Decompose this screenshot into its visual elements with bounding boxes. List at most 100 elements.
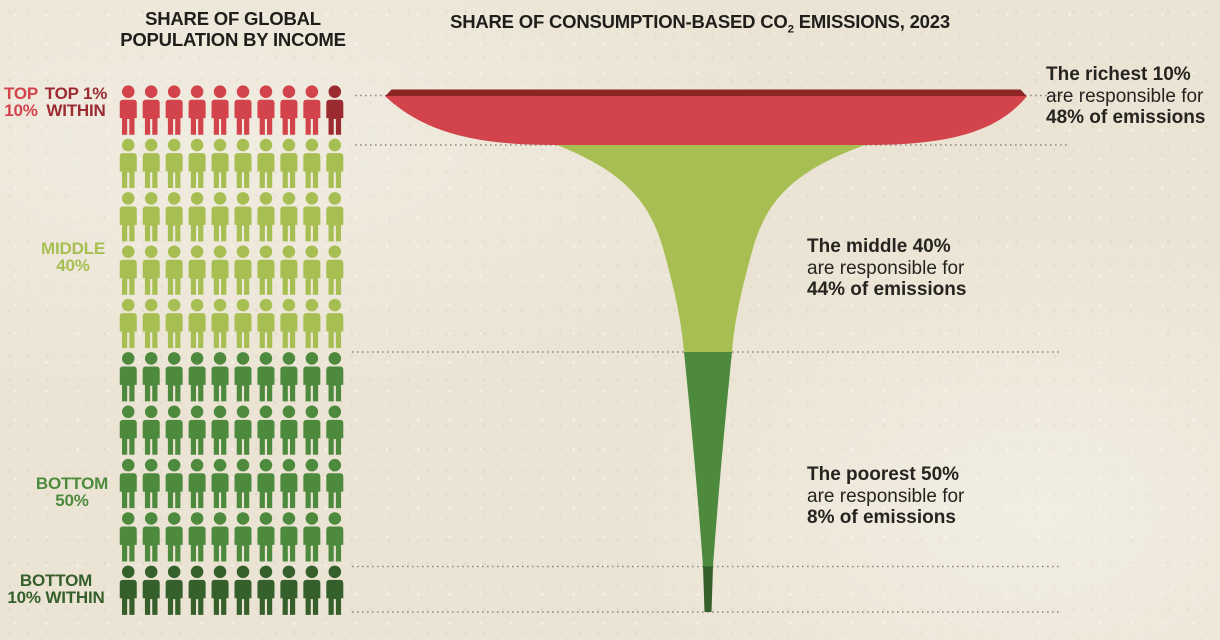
- person-figure-middle40: [303, 192, 321, 242]
- label-bottom-10-line2: 10% WITHIN: [7, 587, 105, 607]
- person-figure-bottom10: [234, 565, 252, 615]
- person-figure-bottom50: [165, 352, 183, 402]
- person-figure-middle40: [165, 138, 183, 189]
- person-figure-bottom50: [142, 352, 160, 402]
- annotation-richest-line1: The richest 10%: [1046, 64, 1191, 85]
- person-figure-bottom50: [188, 405, 206, 455]
- person-figure-middle40: [257, 138, 275, 189]
- person-figure-middle40: [142, 298, 160, 349]
- annotation-poorest-50: The poorest 50% are responsible for 8% o…: [807, 464, 1017, 529]
- person-figure-middle40: [119, 192, 137, 242]
- person-figure-top10: [119, 85, 137, 135]
- annotation-richest-line2: are responsible for: [1046, 85, 1204, 107]
- label-top-10-line1: TOP: [3, 84, 39, 103]
- person-figure-middle40: [280, 245, 298, 295]
- person-figure-middle40: [211, 138, 229, 189]
- person-figure-bottom50: [234, 512, 252, 562]
- person-figure-top10: [165, 85, 183, 135]
- person-figure-bottom50: [211, 512, 229, 562]
- person-figure-middle40: [119, 298, 137, 349]
- label-bottom-50-line2: 50%: [55, 490, 89, 510]
- label-middle-40-line2: 40%: [56, 255, 90, 275]
- label-bottom-50-percent: BOTTOM 50%: [26, 474, 118, 510]
- person-figure-middle40: [188, 298, 206, 349]
- person-figure-bottom50: [326, 458, 344, 509]
- person-figure-middle40: [234, 245, 252, 295]
- funnel-top1-band: [385, 89, 1027, 97]
- person-figure-bottom50: [257, 512, 275, 562]
- label-top-10-percent: TOP 10%: [0, 84, 42, 120]
- person-figure-bottom50: [211, 458, 229, 509]
- label-top-10-line2: 10%: [4, 100, 38, 120]
- person-figure-top10: [142, 85, 160, 135]
- person-figure-bottom50: [119, 405, 137, 455]
- person-figure-middle40: [234, 138, 252, 189]
- person-figure-bottom50: [280, 458, 298, 509]
- person-figure-middle40: [257, 192, 275, 242]
- person-figure-bottom50: [142, 458, 160, 509]
- person-figure-bottom50: [188, 512, 206, 562]
- emissions-title-pre: SHARE OF CONSUMPTION-BASED CO: [450, 11, 788, 32]
- person-figure-bottom50: [280, 512, 298, 562]
- emissions-panel-title: SHARE OF CONSUMPTION-BASED CO2 EMISSIONS…: [400, 11, 1000, 41]
- person-figure-middle40: [142, 192, 160, 242]
- annotation-richest-line3: 48% of emissions: [1046, 107, 1206, 128]
- annotation-poorest-line3: 8% of emissions: [807, 507, 956, 528]
- label-top-1-percent-within: TOP 1% WITHIN: [42, 85, 110, 120]
- person-figure-bottom50: [257, 458, 275, 509]
- person-figure-top10: [303, 85, 321, 135]
- person-figure-bottom50: [280, 352, 298, 402]
- people-layer: [119, 85, 344, 615]
- label-bottom-50-line1: BOTTOM: [35, 474, 109, 493]
- person-figure-bottom50: [119, 458, 137, 509]
- person-figure-middle40: [165, 245, 183, 295]
- person-figure-middle40: [257, 245, 275, 295]
- person-figure-middle40: [326, 298, 344, 349]
- person-figure-middle40: [280, 138, 298, 189]
- annotation-richest-10: The richest 10% are responsible for 48% …: [1046, 64, 1220, 129]
- emissions-title-post: EMISSIONS, 2023: [793, 11, 950, 32]
- funnel-poorest50-area: [684, 352, 732, 567]
- annotation-middle-line3: 44% of emissions: [807, 279, 967, 300]
- person-figure-middle40: [303, 138, 321, 189]
- person-figure-middle40: [165, 298, 183, 349]
- person-figure-bottom50: [257, 405, 275, 455]
- person-figure-bottom50: [326, 405, 344, 455]
- person-figure-bottom50: [234, 458, 252, 509]
- population-panel-title: SHARE OF GLOBAL POPULATION BY INCOME: [108, 8, 358, 50]
- person-figure-top10: [326, 85, 344, 135]
- person-figure-bottom50: [119, 352, 137, 402]
- label-middle-40-percent: MIDDLE 40%: [28, 239, 118, 275]
- person-figure-bottom10: [211, 565, 229, 615]
- annotation-middle-line1: The middle 40%: [807, 236, 951, 257]
- person-figure-bottom50: [257, 352, 275, 402]
- person-figure-top10: [257, 85, 275, 135]
- person-figure-middle40: [119, 245, 137, 295]
- annotation-poorest-line1: The poorest 50%: [807, 464, 960, 485]
- funnel-richest10-area: [385, 96, 1027, 145]
- person-figure-middle40: [188, 245, 206, 295]
- person-figure-middle40: [234, 192, 252, 242]
- person-figure-bottom10: [119, 565, 137, 615]
- person-figure-bottom50: [188, 458, 206, 509]
- person-figure-bottom50: [326, 512, 344, 562]
- person-figure-bottom50: [234, 405, 252, 455]
- person-figure-bottom50: [280, 405, 298, 455]
- person-figure-bottom50: [142, 512, 160, 562]
- label-middle-40-line1: MIDDLE: [41, 239, 105, 258]
- funnel-bottom10-area: [703, 566, 713, 612]
- person-figure-middle40: [326, 245, 344, 295]
- person-figure-middle40: [142, 138, 160, 189]
- person-figure-middle40: [326, 192, 344, 242]
- person-figure-bottom50: [165, 405, 183, 455]
- label-top-1-line2: WITHIN: [46, 100, 106, 120]
- person-figure-bottom10: [188, 565, 206, 615]
- person-figure-middle40: [280, 298, 298, 349]
- population-title-line2: POPULATION BY INCOME: [120, 29, 346, 50]
- population-title-line1: SHARE OF GLOBAL: [145, 8, 321, 29]
- person-figure-top10: [188, 85, 206, 135]
- person-figure-middle40: [119, 138, 137, 189]
- person-figure-bottom10: [303, 565, 321, 615]
